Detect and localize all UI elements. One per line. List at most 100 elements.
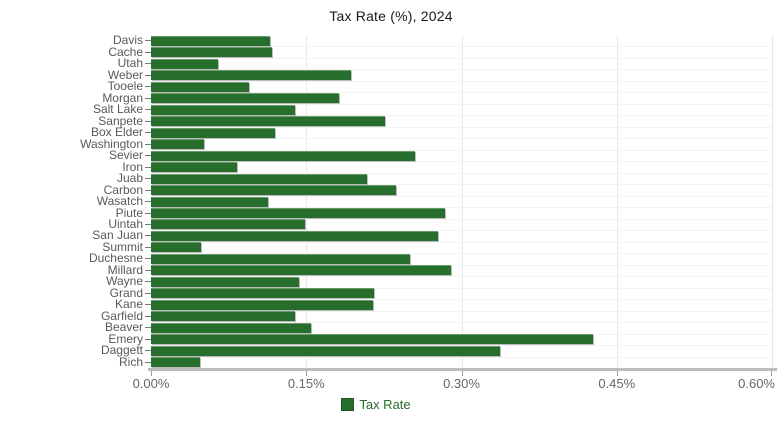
vertical-gridline [616,35,618,368]
row-separator-line [151,264,772,266]
category-label: Carbon [103,182,143,197]
category-label: Emery [108,331,143,346]
bar-cell [151,207,772,218]
bar-cell [151,230,772,241]
y-axis-tick [145,350,151,352]
bar-utah[interactable] [151,58,219,69]
row-separator-line [151,103,772,105]
row-separator-line [151,161,772,163]
y-axis-tick [145,109,151,111]
bar-rows: Davis Cache Utah Weber Tooele Morgan Salt Lake… [0,34,772,369]
row-separator-line [151,253,772,255]
bar-morgan[interactable] [151,93,340,104]
table-row: Piute [0,207,772,219]
bar-juab[interactable] [151,173,368,184]
bar-duchesne[interactable] [151,253,410,264]
x-axis-ticks [151,371,772,376]
bar-cell [151,276,772,287]
bar-piute[interactable] [151,208,445,218]
category-label: Daggett [100,343,143,358]
bar-salt-lake[interactable] [151,104,295,115]
y-axis-tick [145,201,151,203]
bar-cell [151,104,772,115]
bar-cell [151,46,772,58]
bar-summit[interactable] [151,242,201,253]
bar-emery[interactable] [151,334,593,345]
x-axis-tick-label: 0.15% [287,376,325,391]
legend-label: Tax Rate [359,397,411,412]
y-axis-tick [145,155,151,157]
x-axis-tick-label: 0.30% [443,376,480,391]
bar-cell [151,253,772,264]
table-row: Sanpete [0,115,772,127]
x-axis-tick-label: 0.45% [598,376,636,391]
x-axis-tick-label: 0.60% [738,376,775,391]
bar-wayne[interactable] [151,276,299,287]
bar-beaver[interactable] [151,322,312,333]
bar-sevier[interactable] [151,150,415,161]
bar-cache[interactable] [151,47,273,58]
bar-sanpete[interactable] [151,116,385,127]
category-label: Wayne [106,274,143,289]
bar-cell [151,69,772,81]
bar-washington[interactable] [151,139,204,150]
category-label: Sevier [108,148,143,163]
category-label: Cache [108,44,143,59]
y-axis-tick [145,143,151,145]
row-separator-line [151,138,772,140]
category-label: Washington [80,136,143,151]
bar-cell [151,219,772,230]
y-axis-tick [145,304,151,306]
table-row: Summit [0,241,772,253]
bar-cell [151,357,772,368]
bar-cell [151,311,772,322]
row-separator-line [151,310,772,312]
bar-millard[interactable] [151,265,452,276]
y-axis-tick [145,246,151,248]
bar-weber[interactable] [151,70,351,81]
category-label: Garfield [100,308,143,323]
y-axis-tick [145,281,151,283]
bar-kane[interactable] [151,299,373,310]
y-axis-tick [145,327,151,329]
y-axis-tick [145,292,151,294]
legend[interactable]: Tax Rate [0,397,767,412]
bar-carbon[interactable] [151,185,397,196]
bar-box-elder[interactable] [151,127,276,138]
table-row: Kane [0,298,772,310]
bar-rich[interactable] [151,357,200,368]
bar-davis[interactable] [151,35,271,46]
category-label: Box Elder [90,125,143,140]
bar-tooele[interactable] [151,81,250,92]
row-separator-line [151,207,772,209]
bar-garfield[interactable] [151,311,295,322]
table-row: Carbon [0,182,772,197]
bar-uintah[interactable] [151,219,306,230]
table-row: Emery [0,331,772,346]
category-label: Rich [118,354,143,369]
bar-san-juan[interactable] [151,230,438,241]
category-label: Iron [122,159,143,174]
bar-iron[interactable] [151,162,237,173]
table-row: Weber [0,69,772,81]
bar-grand[interactable] [151,288,374,299]
row-separator-line [151,172,772,174]
bar-cell [151,81,772,92]
bar-daggett[interactable] [151,345,500,356]
table-row: Garfield [0,308,772,323]
category-label: Duchesne [88,251,143,266]
table-row: Cache [0,44,772,59]
table-row: Tooele [0,80,772,92]
y-axis-tick [145,178,151,180]
table-row: Uintah [0,218,772,230]
y-axis-tick [145,63,151,65]
row-separator-line [151,115,772,117]
bar-cell [151,322,772,333]
y-axis-tick [145,120,151,122]
bar-wasatch[interactable] [151,196,268,207]
category-label: Morgan [102,90,143,105]
table-row: Utah [0,57,772,69]
y-axis-tick [145,166,151,168]
bar-cell [151,150,772,161]
x-axis-tick [771,371,772,376]
